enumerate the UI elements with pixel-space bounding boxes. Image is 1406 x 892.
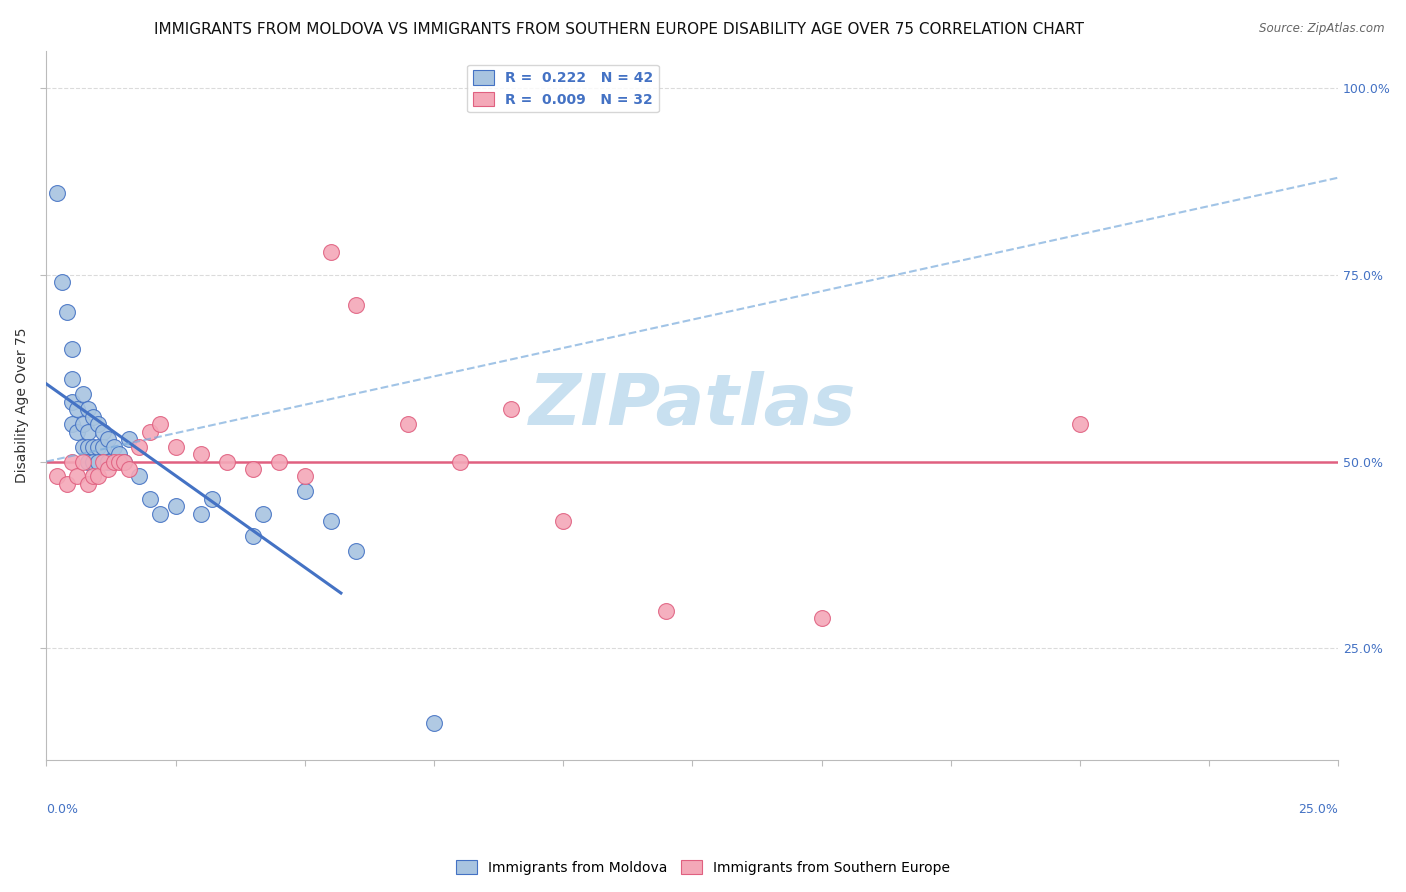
Point [128, 469, 150, 483]
Point [267, 454, 290, 468]
Point [107, 454, 129, 468]
Point [87, 440, 110, 454]
Point [319, 514, 342, 528]
Point [396, 417, 419, 432]
Point [242, 462, 264, 476]
Point [149, 507, 172, 521]
Point [103, 440, 125, 454]
Text: Source: ZipAtlas.com: Source: ZipAtlas.com [1260, 22, 1385, 36]
Point [112, 454, 135, 468]
Text: 25.0%: 25.0% [1298, 803, 1339, 816]
Point [82, 469, 104, 483]
Legend: R =  0.222   N = 42, R =  0.009   N = 32: R = 0.222 N = 42, R = 0.009 N = 32 [467, 65, 659, 112]
Text: ZIPatlas: ZIPatlas [529, 371, 856, 440]
Point [655, 604, 678, 618]
Point [501, 402, 523, 417]
Point [217, 454, 239, 468]
Point [252, 507, 274, 521]
Point [60, 343, 83, 357]
Point [51, 275, 73, 289]
Text: 0.0%: 0.0% [46, 803, 79, 816]
Point [138, 491, 160, 506]
Point [66, 425, 89, 439]
Point [344, 298, 367, 312]
Point [87, 469, 110, 483]
Point [82, 454, 104, 468]
Point [72, 454, 94, 468]
Point [56, 305, 79, 319]
Y-axis label: Disability Age Over 75: Disability Age Over 75 [15, 327, 30, 483]
Point [190, 447, 212, 461]
Point [91, 425, 114, 439]
Point [60, 394, 83, 409]
Point [60, 372, 83, 386]
Point [72, 387, 94, 401]
Point [97, 454, 120, 468]
Legend: Immigrants from Moldova, Immigrants from Southern Europe: Immigrants from Moldova, Immigrants from… [450, 855, 956, 880]
Point [190, 507, 212, 521]
Text: IMMIGRANTS FROM MOLDOVA VS IMMIGRANTS FROM SOUTHERN EUROPE DISABILITY AGE OVER 7: IMMIGRANTS FROM MOLDOVA VS IMMIGRANTS FR… [153, 22, 1084, 37]
Point [87, 454, 110, 468]
Point [76, 454, 98, 468]
Point [344, 544, 367, 558]
Point [45, 469, 67, 483]
Point [103, 454, 125, 468]
Point [56, 477, 79, 491]
Point [242, 529, 264, 543]
Point [118, 432, 141, 446]
Point [66, 469, 89, 483]
Point [76, 425, 98, 439]
Point [1069, 417, 1091, 432]
Point [66, 402, 89, 417]
Point [87, 417, 110, 432]
Point [112, 454, 135, 468]
Point [76, 440, 98, 454]
Point [82, 409, 104, 424]
Point [319, 245, 342, 260]
Point [294, 484, 316, 499]
Point [165, 440, 187, 454]
Point [128, 440, 150, 454]
Point [165, 500, 187, 514]
Point [91, 454, 114, 468]
Point [449, 454, 471, 468]
Point [72, 417, 94, 432]
Point [423, 716, 446, 731]
Point [107, 447, 129, 461]
Point [76, 477, 98, 491]
Point [72, 440, 94, 454]
Point [97, 432, 120, 446]
Point [97, 462, 120, 476]
Point [149, 417, 172, 432]
Point [294, 469, 316, 483]
Point [82, 440, 104, 454]
Point [118, 462, 141, 476]
Point [810, 611, 832, 625]
Point [553, 514, 575, 528]
Point [60, 417, 83, 432]
Point [45, 186, 67, 200]
Point [91, 440, 114, 454]
Point [76, 402, 98, 417]
Point [60, 454, 83, 468]
Point [138, 425, 160, 439]
Point [201, 491, 224, 506]
